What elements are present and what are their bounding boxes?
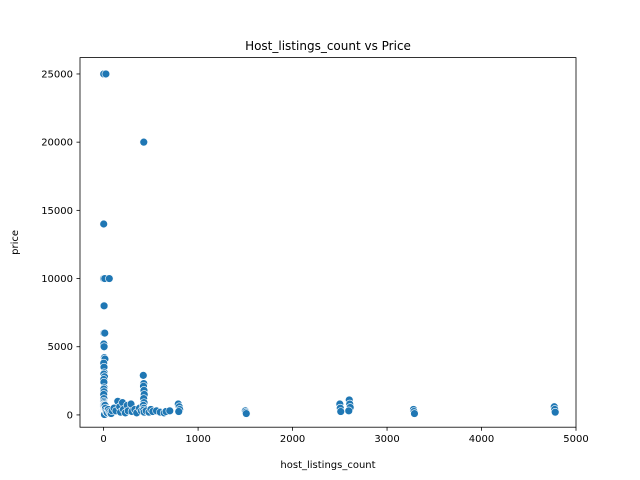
data-point-106	[410, 409, 419, 418]
x-tick-label: 4000	[469, 434, 494, 445]
x-tick-label: 1000	[185, 434, 210, 445]
x-axis-label: host_listings_count	[280, 460, 375, 471]
data-point-7	[99, 301, 109, 311]
y-tick-label: 10000	[41, 274, 73, 285]
y-tick-label: 20000	[41, 138, 73, 149]
x-tick-label: 3000	[374, 434, 399, 445]
points-layer	[99, 69, 560, 419]
y-axis: 0 5000 10000 15000 20000 25000	[41, 69, 80, 421]
y-tick-label: 0	[67, 410, 73, 421]
y-axis-label: price	[10, 230, 21, 255]
data-point-70	[139, 371, 148, 380]
data-point-109	[551, 408, 560, 417]
x-tick-label: 0	[100, 434, 106, 445]
data-point-1	[101, 69, 111, 79]
data-point-11	[99, 342, 109, 351]
chart-title: Host_listings_count vs Price	[245, 39, 411, 53]
data-point-103	[344, 406, 353, 416]
y-tick-label: 25000	[41, 69, 73, 80]
x-axis: 0 1000 2000 3000 4000 5000	[100, 427, 589, 445]
y-tick-label: 15000	[41, 206, 73, 217]
x-tick-label: 5000	[563, 434, 588, 445]
y-tick-label: 5000	[48, 342, 73, 353]
plot-frame	[79, 57, 577, 428]
data-point-96	[242, 409, 251, 418]
data-point-99	[336, 407, 345, 416]
x-tick-label: 2000	[280, 434, 305, 445]
data-point-6	[105, 274, 114, 283]
data-point-3	[99, 219, 108, 229]
data-point-93	[174, 407, 183, 416]
data-point-89	[165, 406, 174, 416]
data-point-2	[139, 137, 148, 147]
data-point-9	[100, 328, 109, 338]
